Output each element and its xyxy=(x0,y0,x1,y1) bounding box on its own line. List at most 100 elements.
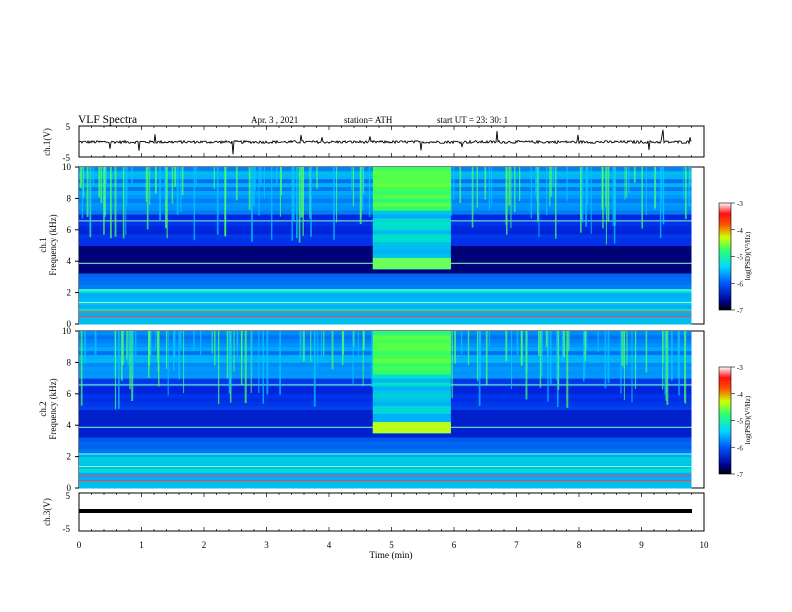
spectrogram-line xyxy=(79,480,692,482)
spectrogram-line xyxy=(79,289,692,291)
spectrogram-streak xyxy=(320,331,323,361)
spectrogram-streak xyxy=(313,331,316,407)
burst-cell xyxy=(372,413,451,418)
spectrogram-streak xyxy=(252,167,255,207)
burst-cell xyxy=(372,362,451,367)
spectrogram-streak xyxy=(613,167,616,244)
spectrogram-streak xyxy=(602,167,604,229)
ch1-ytick-bottom: -5 xyxy=(63,153,71,163)
ch2-frequency-axis: 0 2 4 6 8 10 xyxy=(62,326,79,493)
spectrogram-streak xyxy=(580,167,582,233)
time-tick-label: 7 xyxy=(514,540,519,550)
spectrogram-row xyxy=(79,273,692,278)
spectrogram-streak xyxy=(146,167,149,230)
spectrogram-streak xyxy=(663,167,665,225)
spectrogram-streak xyxy=(127,331,129,366)
spectrogram-streak xyxy=(122,167,125,239)
spectrogram-streak xyxy=(568,331,570,351)
spectrogram-streak xyxy=(120,331,123,381)
spectrogram-streak xyxy=(371,331,373,388)
colorbar-tick-label: -6 xyxy=(737,444,743,452)
spectrogram-streak xyxy=(149,331,152,356)
ch3-waveform-trace xyxy=(79,509,692,513)
spectrogram-streak xyxy=(241,331,243,360)
spectrogram-streak xyxy=(342,331,345,355)
spectrogram-streak xyxy=(82,167,85,198)
spectrogram-streak xyxy=(684,331,686,403)
spectrogram-streak xyxy=(200,331,202,356)
spectrogram-streak xyxy=(114,331,117,410)
spectrogram-streak xyxy=(218,331,220,404)
spectrogram-streak xyxy=(361,167,364,211)
spectrogram-row xyxy=(79,476,692,481)
spectrogram-line xyxy=(79,453,692,455)
spectrogram-streak xyxy=(214,331,216,366)
spectrogram-streak xyxy=(118,331,120,409)
spectrogram-streak xyxy=(145,167,147,202)
ch1-time-ticks xyxy=(78,126,705,157)
colorbar-tick-label: -7 xyxy=(737,471,743,479)
spectrogram-streak xyxy=(586,167,589,205)
spectrogram-streak xyxy=(491,167,493,204)
burst-cell xyxy=(372,370,451,375)
spectrogram-streak xyxy=(563,331,566,358)
spectrogram-streak xyxy=(258,167,260,216)
ch1-ytick-top: 5 xyxy=(66,122,71,132)
spectrogram-streak xyxy=(519,167,521,202)
ch2-colorbar xyxy=(718,366,732,475)
spectrogram-streak xyxy=(148,331,150,378)
date-label: Apr. 3 , 2021 xyxy=(251,115,299,125)
spectrogram-streak xyxy=(81,167,84,219)
burst-cell xyxy=(372,190,451,195)
spectrogram-streak xyxy=(173,331,175,371)
spectrogram-streak xyxy=(505,167,507,225)
spectrogram-streak xyxy=(235,167,238,201)
spectrogram-streak xyxy=(566,167,568,201)
ch2-colorbar-label: log(PSD)(V²/Hz) xyxy=(744,395,752,444)
spectrogram-row xyxy=(79,460,692,465)
spectrogram-streak xyxy=(174,167,177,187)
spectrogram-streak xyxy=(508,167,511,206)
spectrogram-streak xyxy=(262,331,264,404)
spectrogram-streak xyxy=(451,331,453,399)
burst-cell xyxy=(372,397,451,403)
spectrogram-streak xyxy=(488,331,490,347)
time-tick-label: 1 xyxy=(139,540,144,550)
burst-cell xyxy=(372,178,451,184)
spectrogram-streak xyxy=(302,331,305,362)
spectrogram-streak xyxy=(471,167,474,228)
spectrogram-streak xyxy=(114,167,117,237)
spectrogram-streak xyxy=(293,167,295,221)
spectrogram-streak xyxy=(178,331,181,380)
spectrogram-streak xyxy=(607,167,610,222)
spectrogram-streak xyxy=(110,167,112,239)
burst-cell xyxy=(372,233,451,239)
spectrogram-streak xyxy=(296,167,298,238)
spectrogram-row xyxy=(79,444,692,450)
spectrogram-streak xyxy=(276,167,278,185)
spectrogram-streak xyxy=(258,331,260,393)
spectrogram-streak xyxy=(271,167,273,240)
freq-tick-label: 0 xyxy=(67,319,72,329)
spectrogram-streak xyxy=(135,331,137,356)
spectrogram-streak xyxy=(604,331,607,389)
ch2-channel-label: ch.2 xyxy=(38,401,48,416)
spectrogram-streak xyxy=(488,167,491,210)
spectrogram-streak xyxy=(159,167,161,221)
freq-tick-label: 10 xyxy=(62,326,72,336)
spectrogram-streak xyxy=(98,167,101,198)
time-tick-label: 3 xyxy=(264,540,269,550)
spectrogram-streak xyxy=(535,167,537,194)
spectrogram-streak xyxy=(631,331,633,403)
spectrogram-streak xyxy=(671,331,673,381)
spectrogram-streak xyxy=(279,167,281,217)
spectrogram-streak xyxy=(682,167,684,200)
spectrogram-row xyxy=(79,433,692,438)
spectrogram-streak xyxy=(298,167,301,243)
freq-tick-label: 2 xyxy=(67,452,72,462)
ch1-waveform-panel: 5 -5 ch.1(V) xyxy=(42,122,705,163)
burst-cell xyxy=(372,338,451,344)
spectrogram-streak xyxy=(164,167,166,201)
